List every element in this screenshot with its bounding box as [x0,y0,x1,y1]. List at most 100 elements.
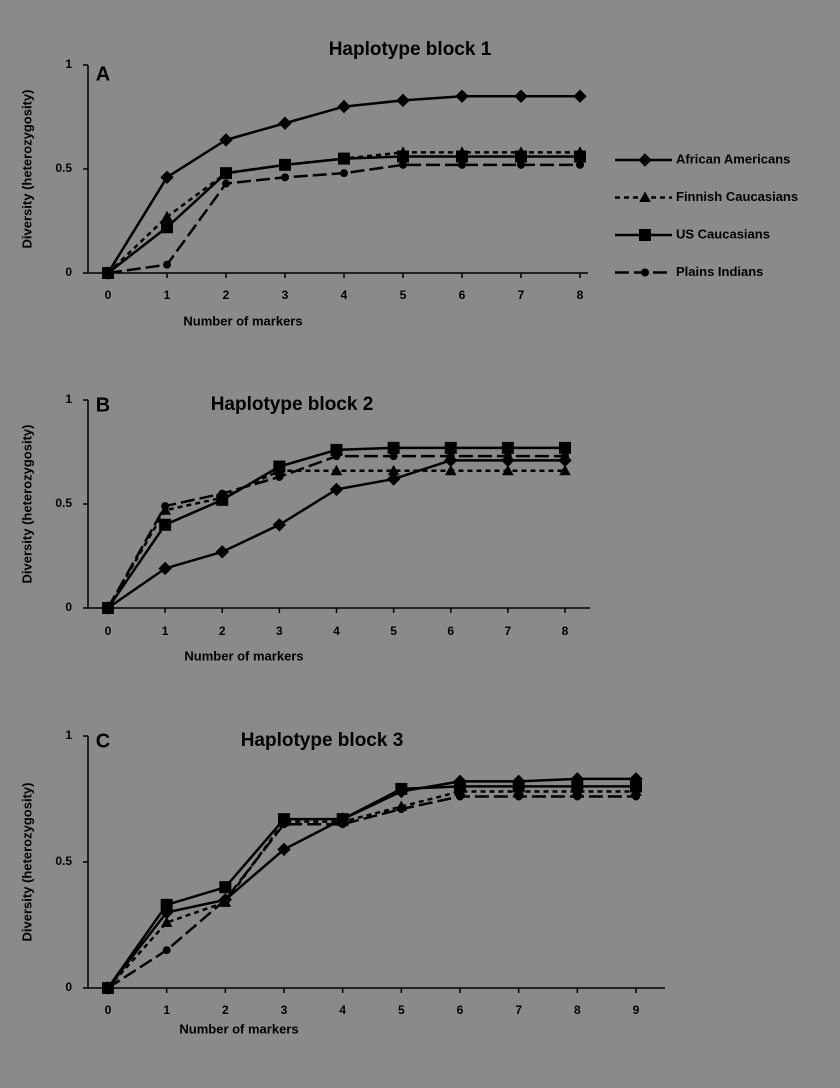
marker [517,160,525,169]
marker [397,150,409,163]
x-axis-label: Number of markers [179,1021,298,1036]
panel-label: A [96,63,110,85]
marker [163,260,171,269]
marker [399,160,407,169]
x-tick-label: 1 [162,624,169,638]
marker [158,561,172,576]
chart-title: Haplotype block 2 [211,394,374,415]
marker [162,946,171,955]
legend-label: Plains Indians [676,264,763,279]
legend-marker [639,191,651,202]
legend-marker [641,268,649,277]
marker [571,780,584,793]
marker [277,842,291,857]
marker [387,464,400,476]
series-line [107,459,565,610]
x-axis-label: Number of markers [184,648,303,663]
marker [337,99,351,114]
x-tick-label: 6 [457,1003,464,1017]
marker [456,150,468,163]
marker [389,452,398,461]
y-tick-label: 0.5 [55,496,72,510]
series-line [106,785,636,989]
legend-marker [638,153,652,167]
marker [332,452,341,461]
x-tick-label: 4 [339,1003,346,1017]
panel-label: C [96,730,110,752]
marker [104,604,112,612]
marker [386,472,401,486]
x-tick-label: 3 [281,1003,288,1017]
y-axis-label: Diversity (heterozygosity) [19,783,34,942]
marker [159,518,172,531]
marker [278,116,292,130]
marker [215,545,229,559]
marker [514,89,528,103]
marker [338,820,347,829]
marker [397,805,406,814]
marker [160,916,173,927]
marker [576,160,584,169]
marker [279,158,291,171]
y-tick-label: 0 [65,980,72,994]
legend-marker [639,229,651,241]
marker [559,464,571,476]
marker [218,489,227,498]
marker [161,221,173,234]
y-tick-label: 0 [65,265,72,279]
marker [338,152,350,165]
marker [455,89,469,103]
marker [444,441,457,454]
marker [161,210,173,222]
x-tick-label: 3 [282,288,289,302]
x-tick-label: 2 [222,1003,229,1017]
marker [222,179,230,188]
x-tick-label: 3 [276,624,283,638]
marker [161,502,170,511]
y-tick-label: 0.5 [55,854,72,868]
x-axis-label: Number of markers [183,313,302,328]
x-tick-label: 0 [105,288,112,302]
marker [396,93,410,108]
y-tick-label: 1 [65,728,72,742]
marker [458,160,466,169]
x-tick-label: 7 [505,624,512,638]
marker [340,169,348,178]
x-tick-label: 0 [105,624,112,638]
marker [220,167,232,180]
chart-title: Haplotype block 1 [329,39,492,60]
legend-label: African Americans [676,151,790,166]
series-line [107,790,636,989]
y-tick-label: 1 [65,392,72,406]
legend-label: US Caucasians [676,226,770,241]
x-tick-label: 0 [105,1003,112,1017]
marker [275,472,284,481]
x-tick-label: 5 [398,1003,405,1017]
marker [446,452,455,461]
marker [515,150,527,163]
x-tick-label: 4 [341,288,348,302]
marker [632,792,640,801]
marker [160,170,174,185]
marker [502,464,514,476]
marker [514,792,523,801]
marker [559,441,571,454]
x-tick-label: 9 [633,1003,640,1017]
marker [160,898,173,911]
series-line [107,795,636,990]
marker [456,792,464,801]
marker [387,441,400,454]
x-tick-label: 7 [518,288,525,302]
x-tick-label: 8 [577,288,584,302]
marker [454,780,466,793]
series-line [107,163,580,275]
series-line [107,777,636,989]
marker [104,269,112,277]
legend-label: Finnish Caucasians [676,189,798,204]
marker [512,780,525,793]
x-tick-label: 5 [390,624,397,638]
x-tick-label: 7 [515,1003,522,1017]
x-tick-label: 6 [459,288,466,302]
marker [219,881,232,894]
